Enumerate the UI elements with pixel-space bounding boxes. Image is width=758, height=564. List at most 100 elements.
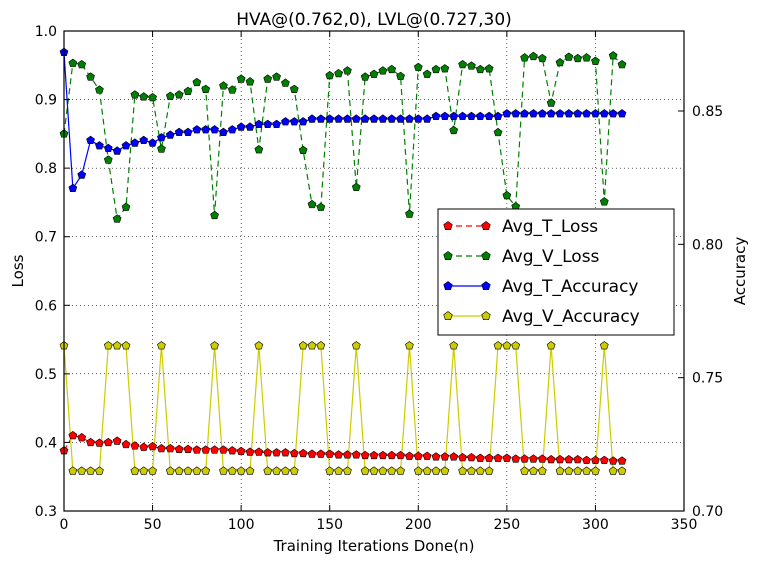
point-avg-v-accuracy (422, 466, 432, 475)
point-avg-v-loss (440, 64, 450, 73)
point-avg-v-accuracy (582, 466, 591, 475)
y-tick-label: 0.9 (35, 93, 57, 109)
point-avg-v-loss (608, 51, 618, 60)
point-avg-t-accuracy (298, 117, 308, 126)
x-tick-label: 100 (228, 517, 255, 533)
point-avg-v-loss (325, 70, 335, 80)
point-avg-t-loss (582, 455, 591, 464)
point-avg-v-accuracy (77, 466, 87, 475)
point-avg-v-loss (493, 127, 503, 137)
y-axis-label: Loss (9, 254, 27, 287)
point-avg-t-accuracy (263, 119, 273, 129)
point-avg-t-loss (440, 452, 450, 461)
point-avg-v-loss (254, 145, 264, 154)
legend-label-avg-v-loss: Avg_V_Loss (502, 247, 600, 267)
point-avg-v-loss (422, 69, 432, 78)
point-avg-t-loss (422, 451, 432, 460)
point-avg-t-loss (343, 450, 352, 459)
point-avg-v-accuracy (546, 341, 556, 350)
x-tick-label: 350 (671, 517, 698, 533)
point-avg-v-loss (148, 92, 157, 102)
point-avg-v-accuracy (343, 466, 352, 475)
point-avg-t-accuracy (484, 111, 494, 121)
point-avg-t-loss (458, 452, 467, 462)
point-avg-v-accuracy (334, 466, 343, 475)
point-avg-v-loss (298, 145, 308, 155)
point-avg-v-accuracy (413, 466, 423, 475)
point-avg-t-loss (475, 453, 485, 462)
point-avg-t-loss (236, 446, 246, 456)
point-avg-t-loss (139, 442, 149, 451)
point-avg-t-loss (157, 444, 166, 453)
legend: Avg_T_Loss Avg_V_Loss Avg_T_Accuracy Avg_V_… (437, 208, 675, 336)
y2-axis-label: Accuracy (731, 237, 749, 306)
point-avg-t-accuracy (343, 114, 352, 123)
point-avg-v-loss (546, 98, 556, 107)
point-avg-t-loss (254, 447, 264, 456)
point-avg-t-loss (210, 445, 219, 454)
point-avg-v-loss (183, 86, 193, 96)
point-avg-t-accuracy (236, 122, 246, 131)
point-avg-v-accuracy (555, 466, 565, 475)
point-avg-t-accuracy (405, 114, 414, 123)
point-avg-v-loss (555, 57, 565, 67)
point-avg-t-loss (298, 448, 308, 458)
point-avg-t-loss (511, 454, 521, 463)
point-avg-t-loss (316, 449, 326, 458)
point-avg-v-loss (95, 85, 104, 94)
point-avg-t-accuracy (210, 125, 219, 134)
legend-label-avg-t-loss: Avg_T_Loss (502, 217, 598, 237)
point-avg-v-accuracy (537, 466, 547, 475)
legend-marker-avg-t-loss (481, 221, 491, 230)
point-avg-t-accuracy (511, 109, 521, 118)
point-avg-v-accuracy (484, 466, 494, 475)
point-avg-v-accuracy (183, 466, 193, 475)
x-tick-label: 300 (582, 517, 609, 533)
point-avg-v-accuracy (378, 466, 388, 475)
point-avg-t-accuracy (502, 109, 512, 118)
point-avg-t-loss (351, 450, 361, 459)
point-avg-v-loss (112, 214, 122, 223)
point-avg-t-loss (86, 437, 95, 447)
point-avg-v-accuracy (281, 466, 290, 475)
point-avg-t-accuracy (351, 114, 361, 123)
point-avg-t-accuracy (157, 133, 166, 142)
point-avg-t-loss (405, 451, 414, 460)
series-lines (63, 52, 623, 472)
point-avg-t-accuracy (219, 127, 228, 137)
point-avg-v-loss (413, 62, 423, 72)
point-avg-t-accuracy (201, 125, 211, 134)
point-avg-t-loss (148, 441, 157, 451)
point-avg-v-loss (467, 61, 476, 70)
point-avg-v-accuracy (236, 466, 246, 475)
point-avg-t-accuracy (148, 138, 157, 147)
point-avg-v-accuracy (272, 466, 281, 475)
point-avg-t-loss (281, 448, 290, 457)
point-avg-v-loss (475, 64, 485, 74)
x-tick-label: 50 (144, 517, 162, 533)
point-avg-t-accuracy (139, 135, 149, 145)
point-avg-v-loss (245, 77, 255, 86)
point-avg-v-loss (219, 81, 228, 90)
y2-tick-label: 0.75 (692, 371, 723, 387)
point-avg-t-loss (529, 454, 538, 463)
point-avg-v-accuracy (254, 341, 264, 350)
point-avg-v-accuracy (440, 466, 450, 475)
point-avg-v-accuracy (520, 466, 529, 475)
point-avg-v-accuracy (201, 466, 211, 475)
point-avg-v-accuracy (599, 341, 609, 350)
point-avg-v-loss (617, 60, 627, 69)
point-avg-v-loss (201, 84, 211, 93)
legend-marker-avg-v-loss (481, 251, 491, 260)
point-avg-v-loss (289, 84, 299, 93)
point-avg-v-loss (130, 90, 140, 99)
point-avg-v-accuracy (121, 341, 131, 350)
point-avg-t-accuracy (227, 125, 237, 134)
point-avg-v-accuracy (263, 466, 273, 475)
point-avg-v-accuracy (174, 466, 184, 475)
point-avg-t-accuracy (573, 109, 583, 118)
point-avg-t-accuracy (360, 114, 370, 123)
point-avg-v-loss (157, 144, 166, 153)
point-avg-t-accuracy (103, 143, 113, 153)
